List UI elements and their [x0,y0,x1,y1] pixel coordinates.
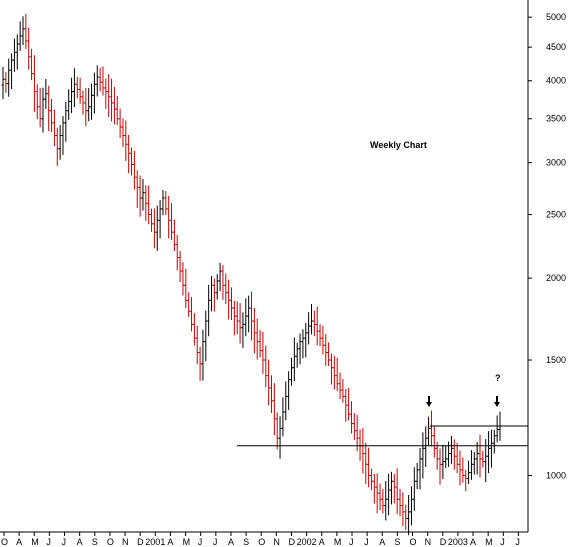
x-tick-label-2: M [31,537,39,547]
y-tick-label-8: 1000 [546,470,566,480]
x-tick-label-31: A [470,537,476,547]
x-tick-label-17: O [258,537,265,547]
price-bars [1,13,502,536]
arrow-head-0 [426,402,432,407]
x-tick-label-22: M [334,537,342,547]
y-tick-label-1: 4500 [546,42,566,52]
y-tick-label-3: 3500 [546,114,566,124]
x-tick-label-1: A [16,537,22,547]
x-tick-label-4: J [62,537,67,547]
x-tick-label-9: D [137,537,144,547]
x-tick-label-21: A [319,537,325,547]
x-tick-label-12: M [183,537,191,547]
x-tick-label-13: J [198,537,203,547]
y-tick-label-0: 5000 [546,12,566,22]
x-tick-label-24: J [364,537,369,547]
y-tick-label-7: 1500 [546,355,566,365]
y-tick-label-5: 2500 [546,210,566,220]
chart-annotation: Weekly Chart [370,140,427,150]
arrow-head-1 [494,402,500,407]
x-tick-label-15: A [228,537,234,547]
support-lines [237,425,528,447]
x-tick-label-26: S [394,537,400,547]
x-tick-label-7: O [107,537,114,547]
x-tick-label-23: J [349,537,354,547]
x-tick-label-33: J [500,537,505,547]
x-tick-label-32: M [485,537,493,547]
x-tick-label-0: O [1,537,8,547]
x-tick-label-5: A [77,537,83,547]
x-tick-label-10: 2001 [145,537,165,547]
y-tick-label-6: 2000 [546,273,566,283]
x-tick-label-3: J [46,537,51,547]
y-axis: 5000 4500 4000 3500 3000 2500 2000 1500 1000 [527,0,566,532]
x-tick-label-25: A [379,537,385,547]
x-tick-label-8: N [122,537,129,547]
x-axis: O A M J J A S O N D 2001 A M J J A S O N D 2002 A M J J A S O N D 2003… [0,531,528,547]
question-mark: ? [495,373,501,383]
x-tick-label-11: A [167,537,173,547]
y-tick-label-4: 3000 [546,158,566,168]
x-tick-label-16: S [243,537,249,547]
x-tick-label-28: N [425,537,432,547]
x-tick-label-19: D [288,537,295,547]
x-tick-label-18: N [273,537,280,547]
x-tick-label-14: J [213,537,218,547]
x-tick-label-20: 2002 [297,537,317,547]
x-tick-label-6: S [92,537,98,547]
arrows [426,396,500,407]
x-tick-label-29: D [440,537,447,547]
y-tick-label-2: 4000 [546,76,566,86]
x-tick-label-27: O [410,537,417,547]
x-tick-label-30: 2003 [448,537,468,547]
x-tick-label-34: J [515,537,520,547]
